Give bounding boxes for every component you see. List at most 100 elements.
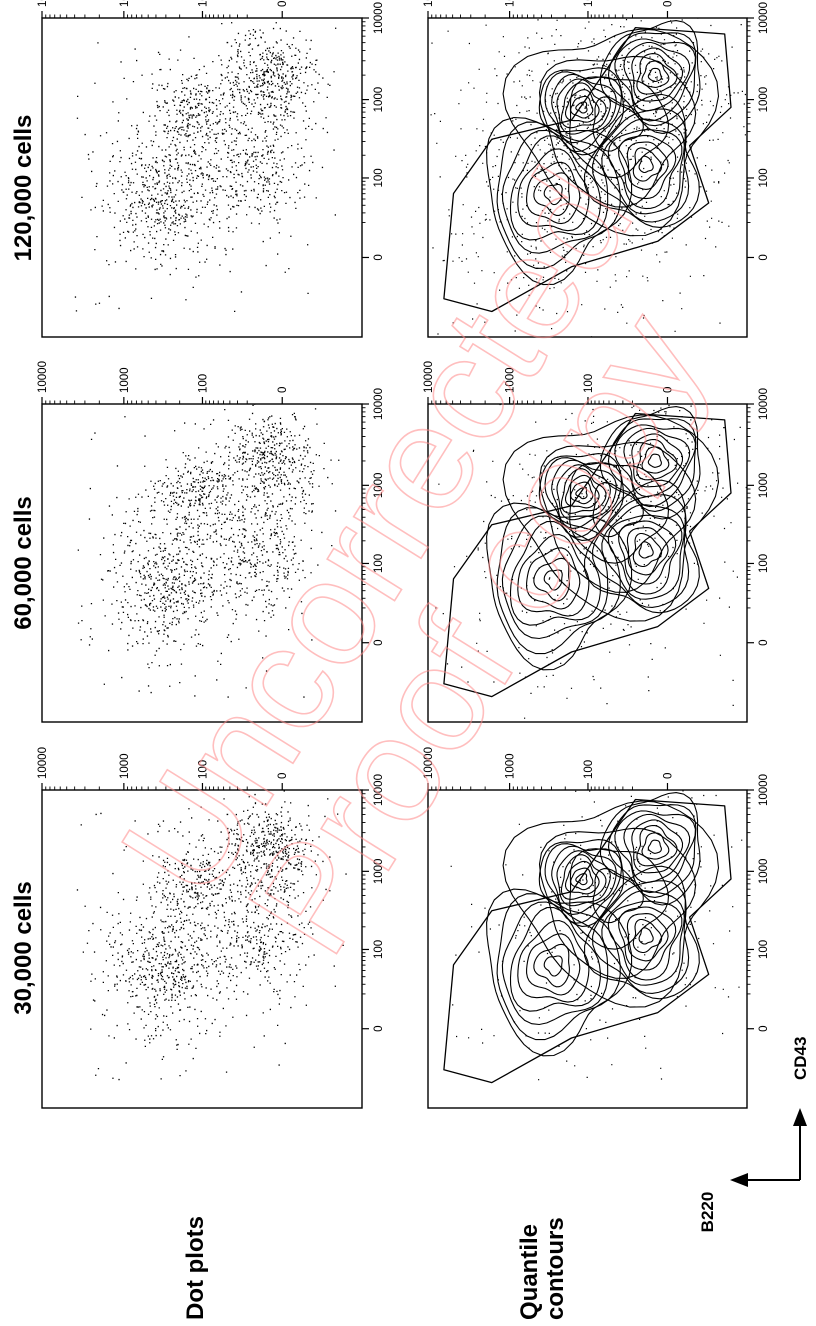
cd43-tick-label: 10000 [758,388,770,420]
plot-frame [41,17,363,338]
b220-tick-label: 1000 [505,367,517,393]
contour-line [601,504,685,600]
cd43-tick-label: 0 [758,640,770,646]
b220-tick-label: 1000 [505,0,517,7]
contour-line [632,147,663,182]
contour-line [575,873,588,886]
cd43-tick-label: 10000 [758,2,770,34]
column-title-120000: 120,000 cells [10,115,37,262]
outer-contour [443,412,732,698]
contour-line [538,55,697,208]
cd43-tick-label: 10000 [758,774,770,806]
panel-dot-60000: 0 100 1000 10000 0 100 1000 10000 [37,361,385,723]
contour-line [564,89,600,123]
contour-line [636,438,678,481]
b220-tick-label: 1000 [119,367,131,393]
contour-line [538,67,625,156]
contour-line [526,933,581,996]
plot-frame [41,789,363,1109]
cd43-tick-label: 0 [373,254,385,260]
cd43-tick-label: 10000 [373,388,385,420]
cd43-tick-label: 0 [758,1026,770,1032]
b220-arrow-head [730,1173,748,1187]
plot-area [74,18,337,312]
contour-line [618,520,677,585]
contour-line [641,832,670,860]
row-label-quantile: Quantile [516,1224,543,1320]
cd43-tick-label: 100 [758,940,770,959]
contour-line [636,53,678,95]
contour-line [623,41,691,112]
contour-line [517,148,590,232]
contour-line [533,172,570,216]
contour-line [575,101,588,114]
outer-contour [443,798,732,1084]
contour-line [601,118,685,215]
contour-line [641,60,670,88]
axis-legend: CD43 B220 [698,1037,810,1233]
contour-line [556,78,611,135]
x-axis-label: CD43 [791,1037,810,1080]
contour-line [569,462,670,564]
contour-line [607,129,683,210]
b220-tick-label: 10000 [423,747,435,779]
contour-line [564,474,600,509]
contour-line [607,32,697,127]
cd43-tick-label: 100 [758,168,770,187]
b220-tick-label: 100 [583,760,595,779]
cd43-tick-label: 0 [758,254,770,260]
cd43-tick-label: 1000 [373,87,385,113]
contour-line [607,418,697,512]
contour-line [501,515,609,640]
contour-line [607,804,697,898]
cd43-tick-label: 10000 [373,774,385,806]
contour-line [556,850,611,907]
b220-tick-label: 1000 [505,753,517,779]
b220-tick-label: 1000 [119,753,131,779]
plot-frame [427,17,748,338]
contour-line [538,441,697,593]
contour-line [584,479,700,614]
contour-line [592,96,644,152]
contour-line [538,827,697,979]
contour-line [543,569,563,591]
contour-line [618,134,677,200]
panel-dot-120000: 0 100 1000 10000 0 100 1000 10000 [37,0,385,338]
contour-line [551,459,617,529]
contour-line [538,839,625,927]
b220-tick-label: 0 [662,773,674,779]
panel-contour-30000: 0 100 1000 10000 0 100 1000 10000 [423,747,770,1109]
panel-contour-60000: 0 100 1000 10000 0 100 1000 10000 [423,361,770,723]
b220-tick-label: 1000 [119,0,131,7]
contour-line [636,824,678,867]
plot-area [428,18,746,337]
contour-line [533,943,570,988]
contour-line [570,481,594,505]
cd43-tick-label: 100 [758,554,770,573]
b220-tick-label: 0 [277,773,289,779]
contour-line [599,406,701,520]
contour-line [599,792,701,906]
contour-line [584,93,700,228]
contour-line [575,487,588,500]
contour-line [626,527,669,576]
contour-line [647,839,662,854]
contour-line [632,918,663,954]
cd43-arrow-head [793,1108,807,1126]
b220-tick-label: 0 [662,1,674,7]
contour-line [543,183,563,206]
contour-line [592,868,644,924]
b220-tick-label: 0 [277,1,289,7]
contour-line [626,141,669,190]
contour-line [623,813,691,884]
row-label-dot-plots: Dot plots [182,1216,209,1320]
b220-tick-label: 0 [662,387,674,393]
column-title-30000: 30,000 cells [10,881,37,1014]
dot-cloud [76,790,347,1081]
contour-line [570,95,594,119]
b220-tick-label: 0 [277,387,289,393]
contour-line [502,800,720,1008]
contour-line [623,427,691,498]
